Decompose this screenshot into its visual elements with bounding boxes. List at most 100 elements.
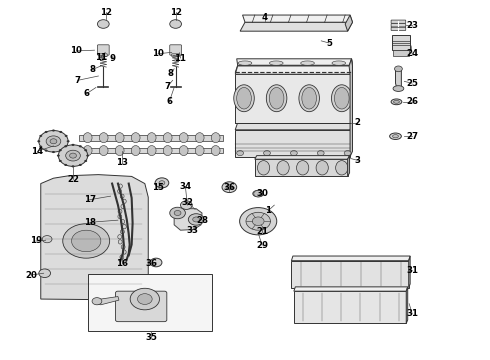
Ellipse shape xyxy=(238,61,252,65)
Circle shape xyxy=(222,182,237,193)
Ellipse shape xyxy=(122,225,126,229)
Ellipse shape xyxy=(83,145,92,156)
Circle shape xyxy=(37,140,40,142)
Ellipse shape xyxy=(118,215,122,219)
Circle shape xyxy=(42,235,52,243)
FancyBboxPatch shape xyxy=(116,291,167,321)
Polygon shape xyxy=(292,256,410,261)
Polygon shape xyxy=(255,156,349,159)
Ellipse shape xyxy=(196,133,204,143)
Text: 7: 7 xyxy=(165,82,171,91)
Ellipse shape xyxy=(120,255,124,259)
Bar xyxy=(79,148,223,153)
Ellipse shape xyxy=(270,61,283,65)
Circle shape xyxy=(252,217,264,226)
FancyBboxPatch shape xyxy=(170,45,181,55)
Circle shape xyxy=(170,20,181,28)
Text: 28: 28 xyxy=(196,216,208,225)
Bar xyxy=(235,130,350,157)
Text: 31: 31 xyxy=(406,266,418,275)
Circle shape xyxy=(39,269,50,278)
Bar xyxy=(255,159,347,176)
Ellipse shape xyxy=(121,230,124,234)
Circle shape xyxy=(237,150,244,156)
Ellipse shape xyxy=(331,67,346,72)
Circle shape xyxy=(64,164,67,166)
Circle shape xyxy=(72,230,101,252)
Ellipse shape xyxy=(269,67,284,72)
Ellipse shape xyxy=(121,245,125,249)
Ellipse shape xyxy=(131,145,140,156)
Text: 10: 10 xyxy=(71,46,82,55)
Circle shape xyxy=(86,154,89,157)
Ellipse shape xyxy=(115,145,124,156)
Ellipse shape xyxy=(257,161,270,175)
Circle shape xyxy=(72,165,74,167)
Circle shape xyxy=(66,150,80,161)
Bar xyxy=(393,50,409,56)
Text: 24: 24 xyxy=(406,49,418,58)
Circle shape xyxy=(59,149,62,151)
Ellipse shape xyxy=(118,240,122,244)
Text: 14: 14 xyxy=(31,147,44,156)
Ellipse shape xyxy=(336,161,348,175)
Circle shape xyxy=(52,130,55,132)
Ellipse shape xyxy=(393,86,404,91)
FancyBboxPatch shape xyxy=(391,27,406,31)
Circle shape xyxy=(170,207,185,219)
Polygon shape xyxy=(347,156,349,176)
Circle shape xyxy=(45,149,48,152)
Text: 19: 19 xyxy=(30,237,42,246)
Ellipse shape xyxy=(299,85,319,112)
Text: 23: 23 xyxy=(406,21,418,30)
Bar xyxy=(292,261,409,288)
Ellipse shape xyxy=(118,209,122,213)
Text: 26: 26 xyxy=(406,97,418,106)
Ellipse shape xyxy=(332,61,345,65)
Text: 18: 18 xyxy=(84,218,96,227)
Circle shape xyxy=(39,135,42,137)
Circle shape xyxy=(79,164,82,166)
Text: 34: 34 xyxy=(179,182,192,191)
Polygon shape xyxy=(406,287,408,323)
Ellipse shape xyxy=(115,133,124,143)
Text: 5: 5 xyxy=(326,39,332,48)
Circle shape xyxy=(159,181,165,185)
Ellipse shape xyxy=(296,161,309,175)
Circle shape xyxy=(52,151,55,153)
Text: 9: 9 xyxy=(109,54,115,63)
Circle shape xyxy=(65,145,68,148)
Polygon shape xyxy=(409,256,410,288)
Ellipse shape xyxy=(391,99,402,105)
Polygon shape xyxy=(95,297,119,305)
Circle shape xyxy=(318,150,324,156)
Polygon shape xyxy=(345,15,352,31)
Polygon shape xyxy=(235,123,352,130)
FancyBboxPatch shape xyxy=(98,45,109,55)
Text: 6: 6 xyxy=(83,89,89,98)
Text: 31: 31 xyxy=(406,309,418,318)
Text: 17: 17 xyxy=(84,195,96,204)
Ellipse shape xyxy=(237,67,253,72)
Ellipse shape xyxy=(119,184,122,188)
Text: 20: 20 xyxy=(25,270,37,279)
FancyBboxPatch shape xyxy=(391,24,406,27)
Circle shape xyxy=(174,211,181,216)
Circle shape xyxy=(39,131,68,152)
Ellipse shape xyxy=(179,145,188,156)
Circle shape xyxy=(240,208,277,235)
Ellipse shape xyxy=(211,133,220,143)
Circle shape xyxy=(46,136,61,147)
Circle shape xyxy=(84,160,87,162)
Ellipse shape xyxy=(300,67,316,72)
Polygon shape xyxy=(240,22,352,31)
Ellipse shape xyxy=(393,100,399,103)
Text: 4: 4 xyxy=(262,13,268,22)
Ellipse shape xyxy=(118,189,122,193)
Circle shape xyxy=(226,185,233,190)
Circle shape xyxy=(67,140,70,142)
Circle shape xyxy=(188,214,204,225)
Polygon shape xyxy=(294,287,408,291)
Text: 2: 2 xyxy=(354,118,360,127)
Ellipse shape xyxy=(122,250,126,254)
